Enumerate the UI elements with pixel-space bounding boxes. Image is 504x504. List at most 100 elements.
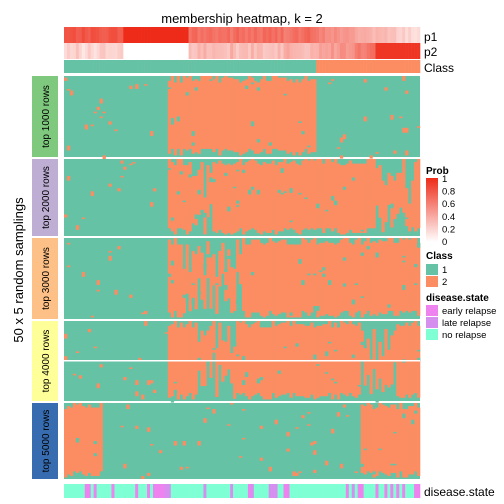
heat-cell	[188, 272, 192, 312]
heat-cell	[393, 180, 397, 223]
p1-cell	[123, 27, 127, 43]
p2-cell	[161, 43, 166, 59]
heat-cell	[390, 404, 394, 473]
heat-cell	[402, 76, 406, 81]
heat-cell	[319, 317, 323, 319]
class-cell	[387, 60, 391, 73]
p1-cell	[242, 27, 246, 43]
class-cell	[378, 60, 382, 73]
p1-cell	[96, 27, 100, 43]
heat-cell	[289, 312, 293, 316]
p2-cell	[384, 43, 388, 59]
class-cell	[250, 60, 255, 73]
class-cell	[75, 60, 80, 73]
p2-cell	[221, 43, 225, 59]
heat-cell	[212, 409, 216, 414]
p1-cell	[277, 27, 281, 43]
heat-cell	[221, 77, 225, 151]
heat-cell	[292, 82, 296, 156]
heat-cell	[304, 325, 308, 398]
heat-cell	[69, 90, 74, 96]
p1-cell	[247, 27, 252, 43]
class-cell	[402, 60, 406, 73]
heat-cell	[366, 403, 370, 472]
heat-cell	[179, 171, 183, 175]
p2-cell	[339, 43, 344, 59]
disease-state-cell	[120, 484, 124, 498]
heat-cell	[390, 114, 394, 120]
p1-row-label: p1	[424, 30, 438, 44]
class-cell	[372, 60, 376, 73]
heat-cell	[411, 322, 415, 395]
class-cell	[224, 60, 228, 73]
p2-cell	[179, 43, 183, 59]
heat-cell	[209, 177, 213, 183]
heat-cell	[244, 85, 249, 89]
heat-cell	[417, 407, 421, 476]
heat-cell	[167, 159, 172, 229]
class-cell	[78, 60, 83, 73]
heat-cell	[108, 250, 112, 253]
disease-state-cell	[87, 484, 91, 498]
heat-cell	[417, 357, 421, 361]
class-cell	[298, 60, 302, 73]
p1-cell	[271, 27, 275, 43]
heat-cell	[150, 380, 154, 384]
p2-cell	[363, 43, 367, 59]
heat-cell	[405, 409, 409, 478]
p1-cell	[354, 27, 358, 43]
p2-cell	[72, 43, 77, 59]
heat-cell	[316, 203, 320, 209]
disease-state-cell	[322, 484, 326, 498]
heat-cell	[194, 87, 198, 91]
disease-state-cell	[280, 484, 284, 498]
p2-cell	[259, 43, 264, 59]
heat-cell	[153, 389, 157, 393]
heat-cell	[247, 189, 252, 195]
heat-cell	[384, 185, 388, 223]
heat-cell	[250, 159, 255, 229]
disease-state-cell	[69, 484, 74, 498]
p2-cell	[408, 43, 412, 59]
disease-state-cell	[147, 484, 151, 498]
p1-cell	[345, 27, 350, 43]
p2-cell	[155, 43, 160, 59]
heat-cell	[215, 163, 219, 233]
p2-cell	[289, 43, 293, 59]
heat-cell	[176, 244, 180, 318]
class-cell	[360, 60, 364, 73]
heat-cell	[381, 404, 385, 473]
heat-cell	[390, 175, 394, 228]
heat-cell	[230, 77, 234, 151]
heat-cell	[369, 404, 373, 473]
p1-cell	[378, 27, 382, 43]
class-cell	[129, 60, 133, 73]
disease-state-cell	[144, 484, 148, 498]
p1-cell	[144, 27, 148, 43]
heat-cell	[197, 80, 201, 154]
heat-cell	[295, 79, 299, 153]
disease-state-cell	[167, 484, 172, 498]
heat-cell	[274, 76, 278, 149]
disease-state-cell	[360, 484, 364, 498]
heat-cell	[417, 126, 421, 128]
heat-cell	[96, 289, 100, 292]
disease-state-cell	[227, 484, 231, 498]
heat-cell	[274, 165, 278, 235]
p2-cell	[147, 43, 151, 59]
p2-cell	[247, 43, 252, 59]
disease-state-cell	[256, 484, 261, 498]
heat-cell	[203, 212, 207, 218]
heat-cell	[170, 162, 175, 232]
heat-cell	[150, 202, 154, 207]
heat-cell	[363, 406, 367, 475]
heat-cell	[66, 145, 71, 151]
heat-cell	[396, 242, 400, 316]
p2-cell	[105, 43, 109, 59]
heat-cell	[236, 205, 240, 207]
class-cell	[414, 60, 418, 73]
heat-cell	[333, 322, 338, 395]
class-cell	[322, 60, 326, 73]
p1-cell	[283, 27, 287, 43]
p1-cell	[384, 27, 388, 43]
